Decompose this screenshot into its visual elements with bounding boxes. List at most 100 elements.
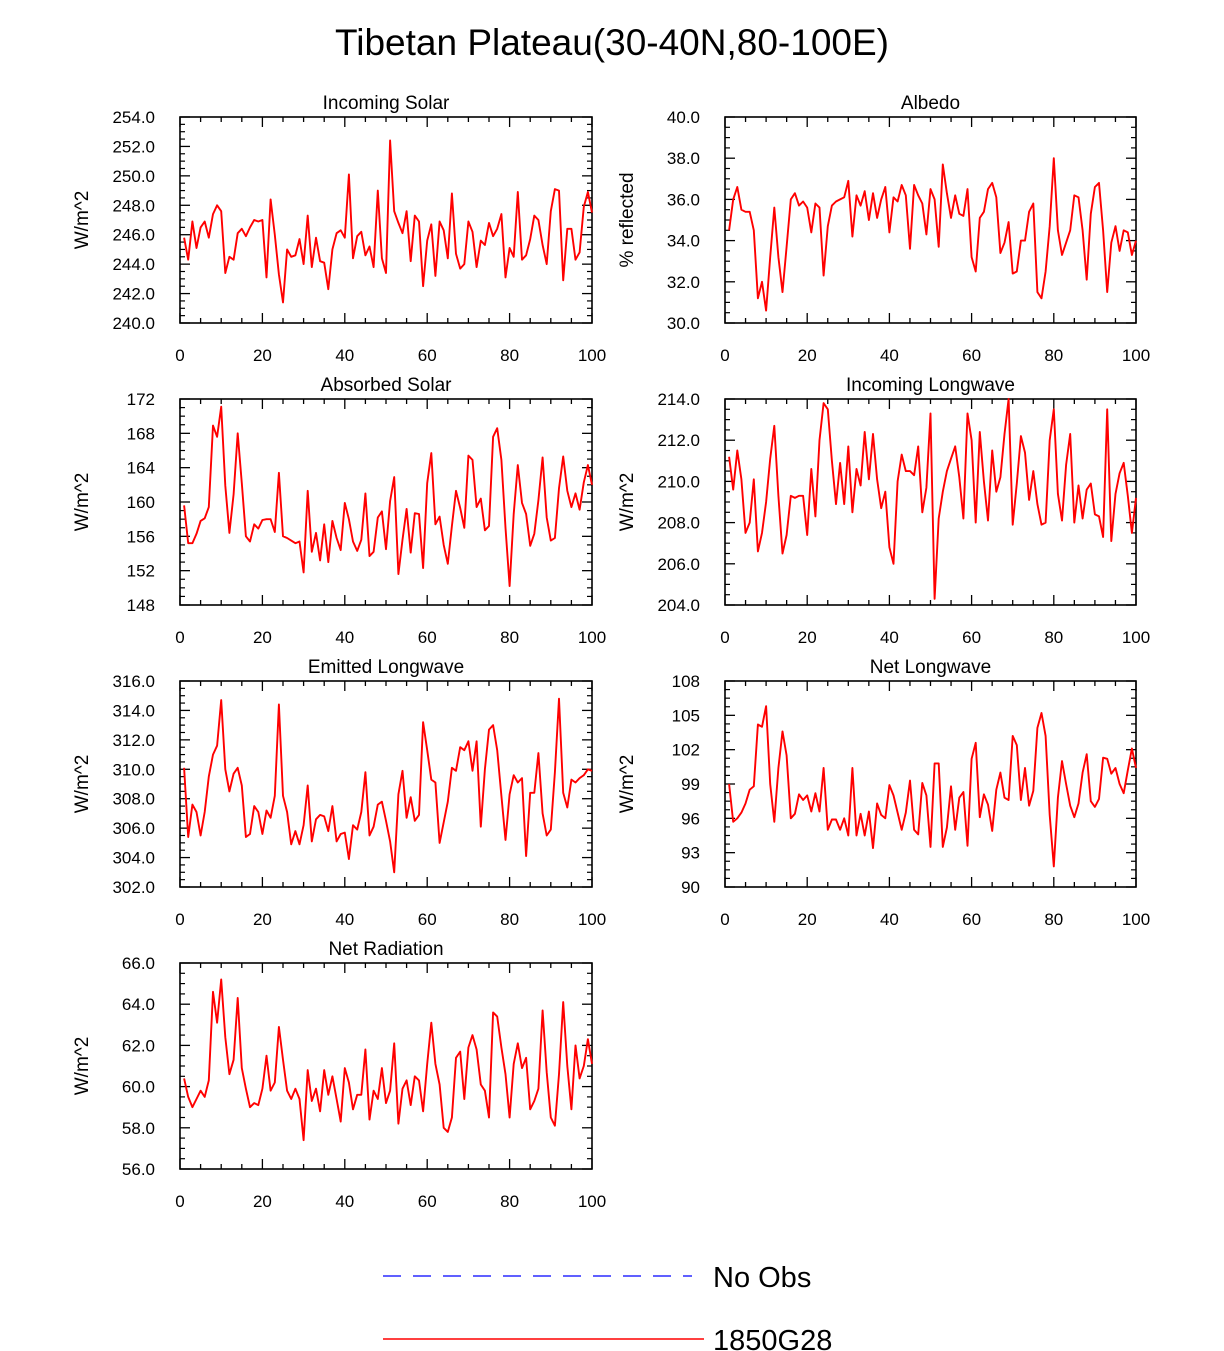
y-axis-label: W/m^2 [72, 191, 93, 250]
panel-title: Albedo [901, 93, 960, 114]
legend-no-obs-label: No Obs [713, 1262, 811, 1294]
series-line-1850g28 [728, 398, 1137, 600]
y-axis-label: W/m^2 [72, 1037, 93, 1096]
series-line-1850g28 [183, 139, 593, 304]
panel-incoming-longwave: Incoming Longwave W/m^2 0 20 40 60 80 100 204.0 2… [617, 375, 1150, 647]
y-tick-label: 60.0 [122, 1078, 155, 1097]
panel-title: Incoming Longwave [846, 375, 1015, 396]
x-tick-label: 100 [1122, 346, 1150, 365]
y-tick-label: 206.0 [657, 555, 700, 574]
panel-absorbed-solar: Absorbed Solar W/m^2 0 20 40 60 80 100 148 152 156… [72, 375, 606, 647]
panel-emitted-longwave: Emitted Longwave W/m^2 0 20 40 60 80 100 302.0 30… [72, 657, 606, 929]
y-tick-label: 248.0 [112, 196, 155, 215]
x-tick-label: 60 [418, 1192, 437, 1211]
series-line-1850g28 [183, 978, 593, 1142]
y-tick-label: 308.0 [112, 790, 155, 809]
x-tick-label: 80 [500, 346, 519, 365]
plot-frame [179, 116, 593, 324]
y-axis-label: % reflected [617, 172, 638, 267]
y-tick-label: 212.0 [657, 431, 700, 450]
panel-title: Incoming Solar [323, 93, 450, 114]
x-tick-label: 40 [335, 346, 354, 365]
panel-albedo: Albedo % reflected 0 20 40 60 80 100 30.0 32.0 34.… [617, 93, 1150, 365]
x-tick-label: 60 [962, 910, 981, 929]
panel-incoming-solar: Incoming Solar W/m^2 0 20 40 60 80 100 240.0 242.… [72, 93, 606, 365]
y-tick-label: 96 [681, 809, 700, 828]
series-line-1850g28 [728, 705, 1137, 868]
y-tick-label: 312.0 [112, 731, 155, 750]
x-tick-label: 100 [1122, 628, 1150, 647]
x-tick-label: 20 [798, 628, 817, 647]
legend-1850g28-label: 1850G28 [713, 1325, 832, 1351]
x-tick-label: 40 [880, 910, 899, 929]
y-tick-label: 32.0 [667, 273, 700, 292]
y-tick-label: 62.0 [122, 1036, 155, 1055]
x-tick-label: 100 [578, 910, 606, 929]
y-axis-label: W/m^2 [72, 755, 93, 814]
panel-title: Emitted Longwave [308, 657, 464, 678]
y-tick-label: 38.0 [667, 149, 700, 168]
y-tick-label: 242.0 [112, 285, 155, 304]
x-tick-label: 40 [335, 628, 354, 647]
x-tick-label: 80 [1044, 910, 1063, 929]
x-tick-label: 20 [253, 910, 272, 929]
x-tick-label: 40 [335, 910, 354, 929]
y-tick-label: 168 [127, 424, 155, 443]
panel-title: Net Longwave [870, 657, 991, 678]
legend: No Obs 1850G28 [383, 1262, 832, 1351]
series-line-1850g28 [183, 697, 593, 874]
x-tick-label: 0 [175, 1192, 184, 1211]
x-tick-label: 100 [1122, 910, 1150, 929]
x-tick-label: 60 [418, 910, 437, 929]
x-tick-label: 60 [962, 346, 981, 365]
y-tick-label: 99 [681, 775, 700, 794]
x-tick-label: 20 [253, 346, 272, 365]
x-tick-label: 100 [578, 628, 606, 647]
x-tick-label: 100 [578, 346, 606, 365]
x-tick-label: 40 [880, 628, 899, 647]
y-tick-label: 152 [127, 562, 155, 581]
y-axis-label: W/m^2 [72, 473, 93, 532]
x-tick-label: 0 [720, 910, 729, 929]
x-tick-label: 40 [335, 1192, 354, 1211]
y-tick-label: 36.0 [667, 190, 700, 209]
x-tick-label: 0 [720, 346, 729, 365]
y-tick-label: 210.0 [657, 472, 700, 491]
x-tick-label: 20 [253, 1192, 272, 1211]
plot-frame [179, 398, 593, 606]
y-tick-label: 105 [672, 706, 700, 725]
x-tick-label: 100 [578, 1192, 606, 1211]
y-tick-label: 314.0 [112, 701, 155, 720]
x-tick-label: 80 [500, 910, 519, 929]
y-tick-label: 302.0 [112, 878, 155, 897]
panel-net-radiation: Net Radiation W/m^2 0 20 40 60 80 100 56.0 58.0 60… [72, 939, 606, 1211]
y-axis-label: W/m^2 [617, 473, 638, 532]
y-tick-label: 34.0 [667, 232, 700, 251]
y-tick-label: 93 [681, 844, 700, 863]
plot-frame [724, 680, 1137, 888]
y-tick-label: 56.0 [122, 1160, 155, 1179]
x-tick-label: 0 [175, 346, 184, 365]
y-tick-label: 316.0 [112, 672, 155, 691]
figure-title: Tibetan Plateau(30-40N,80-100E) [335, 22, 889, 63]
y-tick-label: 30.0 [667, 314, 700, 333]
y-tick-label: 204.0 [657, 596, 700, 615]
y-tick-label: 250.0 [112, 167, 155, 186]
y-tick-label: 148 [127, 596, 155, 615]
y-tick-label: 102 [672, 741, 700, 760]
x-tick-label: 0 [175, 628, 184, 647]
series-line-1850g28 [728, 157, 1137, 312]
x-tick-label: 60 [418, 346, 437, 365]
y-tick-label: 214.0 [657, 390, 700, 409]
x-tick-label: 80 [500, 628, 519, 647]
y-tick-label: 160 [127, 493, 155, 512]
y-tick-label: 304.0 [112, 849, 155, 868]
y-tick-label: 90 [681, 878, 700, 897]
x-tick-label: 0 [175, 910, 184, 929]
x-tick-label: 80 [1044, 346, 1063, 365]
y-tick-label: 172 [127, 390, 155, 409]
y-tick-label: 156 [127, 527, 155, 546]
x-tick-label: 60 [962, 628, 981, 647]
y-tick-label: 240.0 [112, 314, 155, 333]
